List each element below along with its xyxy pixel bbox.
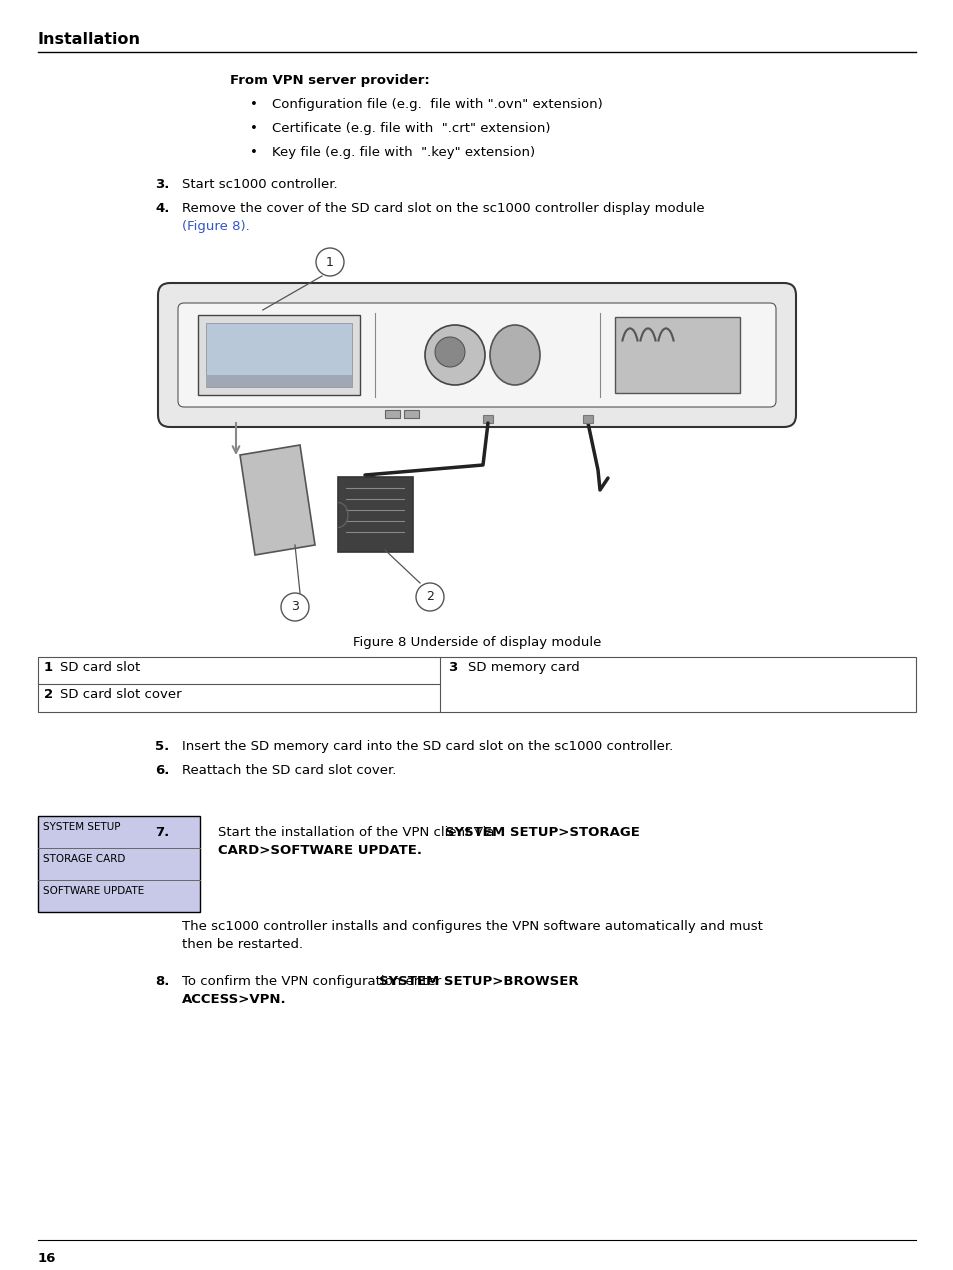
Polygon shape: [240, 444, 314, 555]
Text: Reattach the SD card slot cover.: Reattach the SD card slot cover.: [182, 765, 395, 777]
Text: Start sc1000 controller.: Start sc1000 controller.: [182, 178, 337, 190]
Text: 2: 2: [426, 591, 434, 603]
Text: 16: 16: [38, 1252, 56, 1265]
Text: 1: 1: [326, 255, 334, 268]
Text: Certificate (e.g. file with  ".crt" extension): Certificate (e.g. file with ".crt" exten…: [272, 122, 550, 135]
FancyBboxPatch shape: [178, 304, 775, 406]
Text: To confirm the VPN configuration enter: To confirm the VPN configuration enter: [182, 975, 445, 988]
Text: From VPN server provider:: From VPN server provider:: [230, 74, 429, 88]
Text: SOFTWARE UPDATE: SOFTWARE UPDATE: [43, 886, 144, 897]
Bar: [38, 817, 200, 912]
Text: SYSTEM SETUP>STORAGE: SYSTEM SETUP>STORAGE: [445, 826, 639, 839]
Text: 1: 1: [44, 660, 53, 674]
Text: The sc1000 controller installs and configures the VPN software automatically and: The sc1000 controller installs and confi…: [182, 919, 762, 933]
Circle shape: [435, 337, 464, 367]
Text: Key file (e.g. file with  ".key" extension): Key file (e.g. file with ".key" extensio…: [272, 146, 535, 159]
Text: 3.: 3.: [154, 178, 170, 190]
Text: •: •: [250, 146, 257, 159]
Text: •: •: [250, 98, 257, 110]
Text: SD card slot: SD card slot: [60, 660, 140, 674]
Text: 4.: 4.: [154, 202, 170, 215]
Bar: [615, 318, 740, 392]
Text: 6.: 6.: [154, 765, 170, 777]
Text: ACCESS>VPN.: ACCESS>VPN.: [182, 993, 286, 1006]
Text: Start the installation of the VPN client via: Start the installation of the VPN client…: [218, 826, 498, 839]
Bar: [206, 323, 352, 387]
Text: (Figure 8).: (Figure 8).: [182, 220, 250, 232]
Bar: [403, 410, 418, 418]
Text: •: •: [250, 122, 257, 135]
Text: 8.: 8.: [154, 975, 170, 988]
Text: SYSTEM SETUP>BROWSER: SYSTEM SETUP>BROWSER: [378, 975, 578, 988]
Text: SYSTEM SETUP: SYSTEM SETUP: [43, 822, 120, 832]
Text: 3: 3: [291, 601, 298, 613]
FancyBboxPatch shape: [158, 283, 795, 427]
Text: 3: 3: [448, 660, 456, 674]
Circle shape: [416, 583, 443, 611]
Text: 5.: 5.: [154, 740, 169, 753]
Text: SD memory card: SD memory card: [468, 660, 579, 674]
Text: 7.: 7.: [154, 826, 169, 839]
Circle shape: [424, 325, 484, 385]
Bar: [198, 315, 359, 395]
Text: CARD>SOFTWARE UPDATE.: CARD>SOFTWARE UPDATE.: [218, 845, 421, 857]
Bar: [206, 375, 352, 387]
Text: Figure 8 Underside of display module: Figure 8 Underside of display module: [353, 636, 600, 649]
Bar: [337, 478, 413, 552]
Ellipse shape: [490, 325, 539, 385]
Bar: [482, 415, 493, 423]
Text: SD card slot cover: SD card slot cover: [60, 688, 181, 701]
Circle shape: [281, 593, 309, 621]
Text: Remove the cover of the SD card slot on the sc1000 controller display module: Remove the cover of the SD card slot on …: [182, 202, 704, 215]
Bar: [38, 657, 915, 712]
Text: Insert the SD memory card into the SD card slot on the sc1000 controller.: Insert the SD memory card into the SD ca…: [182, 740, 673, 753]
Bar: [582, 415, 593, 423]
Text: then be restarted.: then be restarted.: [182, 939, 303, 951]
Bar: [385, 410, 399, 418]
Circle shape: [315, 248, 344, 276]
Text: 2: 2: [44, 688, 53, 701]
Text: Configuration file (e.g.  file with ".ovn" extension): Configuration file (e.g. file with ".ovn…: [272, 98, 602, 110]
Text: Installation: Installation: [38, 32, 141, 47]
Text: STORAGE CARD: STORAGE CARD: [43, 853, 125, 864]
